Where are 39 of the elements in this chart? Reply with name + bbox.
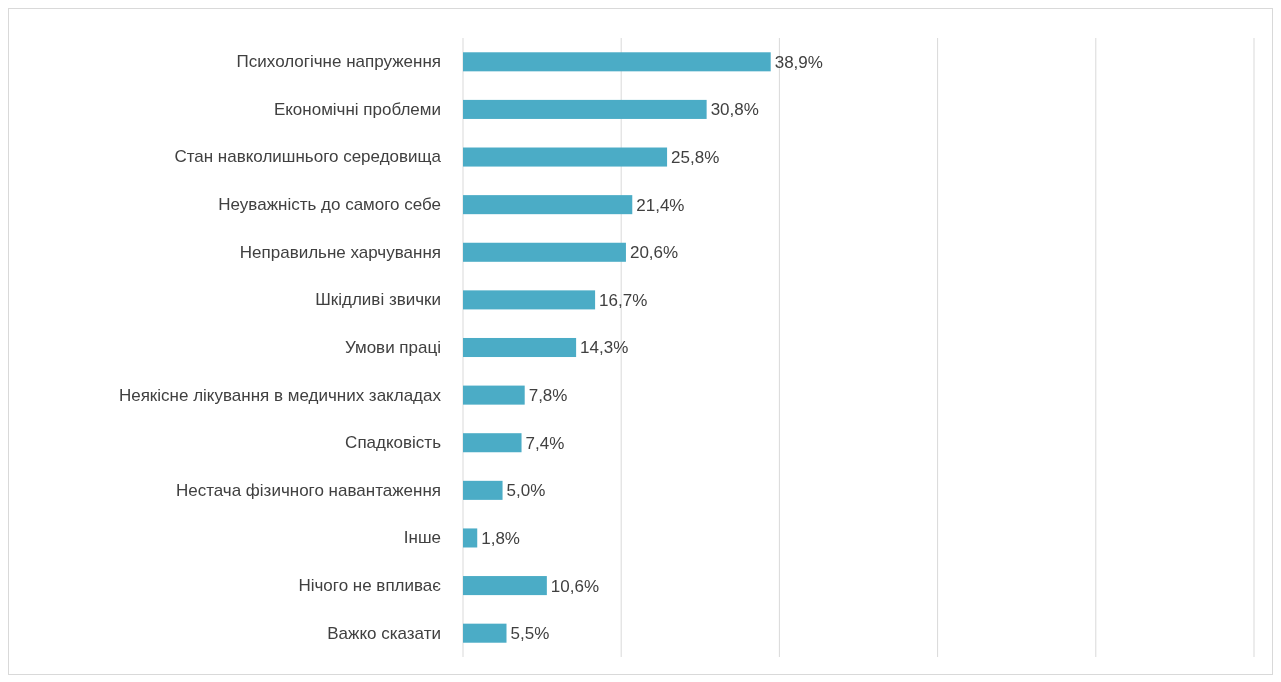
y-tick-label: Інше — [403, 528, 441, 548]
data-label: 10,6% — [550, 576, 600, 596]
data-label: 21,4% — [636, 195, 685, 215]
y-tick-label: Неуважність до самого себе — [218, 195, 441, 215]
data-label: 30,8% — [710, 100, 759, 120]
bar — [463, 99, 707, 119]
y-tick-label: Нічого не впливає — [298, 576, 442, 596]
data-label: 25,8% — [671, 147, 720, 167]
y-tick-label: Неякісне лікування в медичних закладах — [118, 385, 442, 405]
y-tick-label: Неправильне харчування — [239, 242, 441, 262]
bar — [463, 147, 668, 167]
data-label: 20,6% — [629, 243, 679, 263]
bar — [463, 195, 633, 215]
bar — [463, 242, 626, 262]
data-label: 7,8% — [528, 386, 568, 406]
y-tick-label: Шкідливі звички — [315, 290, 441, 310]
data-label: 5,5% — [510, 624, 550, 644]
y-tick-label: Нестача фізичного навантаження — [175, 480, 441, 500]
data-label: 5,0% — [506, 481, 546, 501]
data-label: 7,4% — [525, 433, 565, 453]
y-tick-label: Важко сказати — [327, 623, 441, 643]
data-label: 16,7% — [599, 290, 648, 310]
bar — [463, 576, 547, 596]
y-tick-label: Спадковість — [345, 433, 442, 453]
bar — [463, 480, 503, 500]
y-tick-label: Стан навколишнього середовища — [174, 147, 442, 167]
bar — [463, 623, 507, 643]
data-label: 1,8% — [481, 528, 520, 548]
data-label: 14,3% — [580, 338, 629, 358]
y-tick-label: Умови праці — [344, 337, 441, 357]
y-tick-label: Психологічне напруження — [236, 52, 441, 72]
bar — [463, 433, 522, 453]
bar — [463, 385, 525, 405]
bar — [463, 290, 596, 310]
data-label: 38,9% — [774, 52, 823, 72]
y-tick-label: Економічні проблеми — [273, 99, 441, 119]
bar — [463, 52, 771, 72]
bar — [463, 337, 577, 358]
bar — [463, 528, 478, 548]
